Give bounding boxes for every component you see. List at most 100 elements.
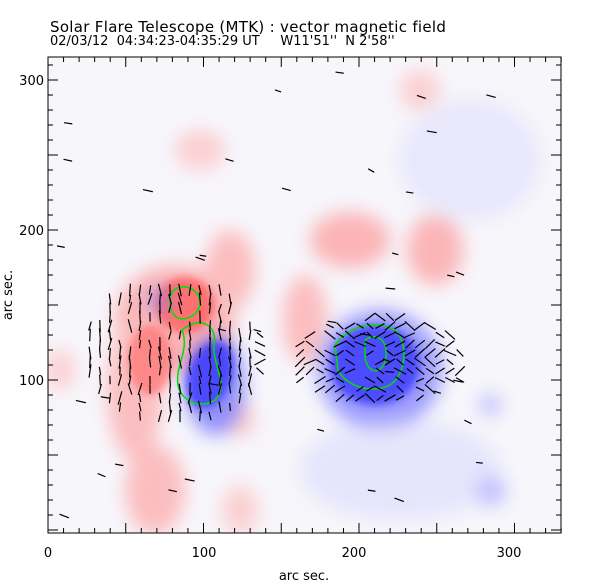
field-vector [366, 386, 374, 392]
field-vector [218, 357, 222, 367]
field-vector [137, 382, 143, 396]
field-vector [335, 71, 344, 74]
field-vector [386, 349, 394, 357]
field-vector [324, 384, 336, 394]
field-vector [316, 368, 324, 374]
field-vector [367, 489, 376, 492]
field-vector [314, 376, 326, 384]
field-vector [228, 293, 232, 305]
plot-title: Solar Flare Telescope (MTK) : vector mag… [50, 18, 447, 36]
field-vector [336, 322, 344, 330]
field-vector [138, 293, 142, 305]
x-tick-label: 0 [44, 546, 52, 561]
field-vector [138, 393, 142, 403]
field-vector [414, 357, 426, 367]
field-vector [168, 400, 172, 414]
field-vector [108, 357, 112, 367]
field-vector [228, 338, 232, 350]
field-vector [238, 348, 242, 358]
field-vector [424, 383, 436, 395]
field-vector [424, 338, 436, 350]
field-vector [405, 191, 414, 194]
field-vector [364, 312, 376, 322]
field-vector [345, 358, 355, 366]
field-vector [317, 428, 325, 432]
field-vector [118, 346, 122, 360]
field-vector [374, 331, 386, 339]
field-vector [115, 463, 124, 467]
field-vector [108, 311, 112, 323]
field-vector [237, 374, 243, 386]
field-vector [394, 313, 406, 321]
field-vector [118, 339, 122, 349]
field-vector [324, 330, 336, 340]
field-vector [99, 338, 101, 350]
field-vector [148, 339, 152, 349]
field-vector [238, 384, 242, 394]
field-vector [366, 322, 374, 330]
field-vector [435, 359, 445, 365]
field-vector [426, 130, 437, 134]
field-vector [376, 394, 384, 402]
field-vector [178, 283, 182, 297]
field-vector [335, 393, 345, 403]
field-vector [384, 394, 396, 402]
field-vector [88, 364, 92, 378]
field-vector [395, 376, 405, 384]
field-vector [177, 301, 183, 315]
field-vector [198, 383, 202, 395]
field-vector [414, 348, 426, 358]
field-vector [238, 365, 242, 377]
field-vector [394, 340, 406, 348]
plot-frame [47, 56, 562, 534]
field-vector [184, 478, 195, 482]
x-tick-label: 200 [342, 546, 367, 561]
field-vector [158, 310, 162, 324]
field-vector [138, 411, 142, 421]
y-tick-label: 300 [19, 74, 44, 89]
field-vector [303, 358, 317, 366]
field-vector [445, 340, 455, 348]
field-vector [424, 321, 436, 331]
field-vector [199, 410, 201, 422]
field-vector [118, 292, 122, 306]
field-vector [208, 356, 212, 368]
field-vector [195, 256, 206, 261]
field-vector [414, 321, 426, 331]
field-vector [435, 341, 445, 347]
field-vector [385, 287, 396, 290]
field-vector [254, 358, 266, 366]
field-vector [142, 188, 153, 193]
field-vector [56, 245, 65, 248]
field-vector [149, 348, 151, 358]
field-vector [248, 329, 252, 341]
field-vector [129, 364, 131, 378]
plot-subtitle: 02/03/12 04:34:23-04:35:29 UT W11'51'' N… [50, 34, 395, 49]
field-vector [447, 274, 455, 278]
field-vectors [56, 71, 496, 519]
field-vector [385, 312, 395, 322]
field-vector [147, 293, 153, 305]
field-vector [228, 320, 232, 332]
field-vector [218, 329, 222, 341]
field-vector [118, 355, 122, 369]
field-vector [367, 168, 375, 173]
field-vector [396, 358, 404, 366]
field-vector [364, 392, 376, 404]
field-vector [188, 329, 192, 341]
field-vector [169, 384, 171, 394]
field-vector [188, 284, 192, 296]
field-vector [344, 330, 356, 340]
field-vector [443, 349, 457, 357]
field-vector [394, 322, 406, 330]
field-vector [148, 285, 152, 295]
field-vector [295, 340, 305, 348]
field-vector [395, 395, 405, 401]
field-vector [218, 347, 222, 359]
field-vector [334, 366, 346, 376]
field-vector [253, 329, 262, 333]
field-vector [446, 358, 454, 366]
field-vector [168, 303, 172, 313]
field-vector [415, 377, 425, 383]
field-vector [445, 367, 455, 375]
